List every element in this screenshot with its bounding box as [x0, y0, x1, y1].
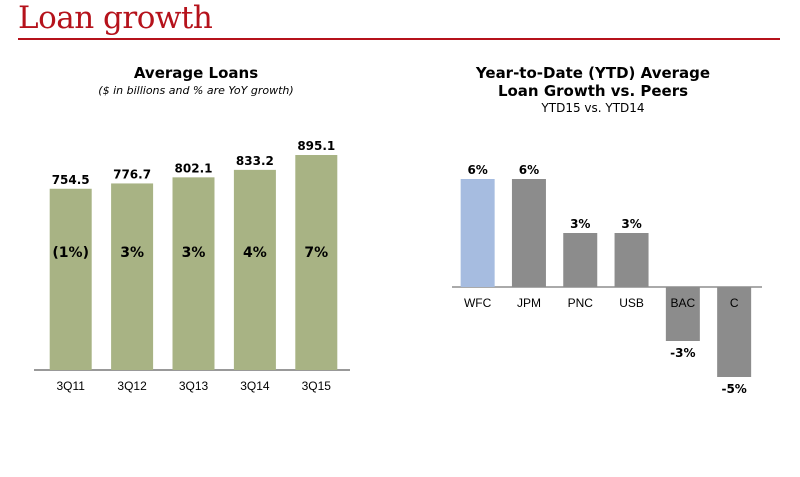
ytd-category-label: PNC [568, 296, 594, 310]
avg-loans-growth-label: 7% [304, 245, 328, 261]
avg-loans-growth-label: 3% [120, 245, 144, 261]
avg-loans-value-label: 754.5 [52, 173, 90, 187]
avg-loans-subtitle: ($ in billions and % are YoY growth) [98, 84, 293, 97]
avg-loans-growth-label: 4% [243, 245, 267, 261]
ytd-chart-title-line-1: Year-to-Date (YTD) Average [475, 64, 710, 82]
ytd-value-label: 6% [467, 163, 487, 177]
ytd-value-label: 3% [570, 217, 590, 231]
avg-loans-title: Average Loans [134, 64, 258, 82]
title-divider [18, 38, 780, 40]
ytd-chart-subtitle: YTD15 vs. YTD14 [540, 101, 644, 115]
avg-loans-bar [295, 155, 338, 370]
ytd-category-label: USB [619, 296, 644, 310]
avg-loans-category-label: 3Q14 [240, 379, 270, 393]
avg-loans-value-label: 802.1 [175, 161, 213, 175]
ytd-bar [460, 179, 495, 287]
ytd-bar [717, 287, 752, 377]
ytd-category-label: BAC [671, 296, 696, 310]
ytd-bar [511, 179, 546, 287]
avg-loans-value-label: 776.7 [113, 167, 151, 181]
ytd-value-label: -3% [670, 346, 695, 360]
avg-loans-bar [111, 183, 154, 370]
avg-loans-value-label: 833.2 [236, 154, 274, 168]
ytd-value-label: 3% [621, 217, 641, 231]
avg-loans-bar [49, 188, 92, 370]
ytd-bar [665, 287, 700, 341]
ytd-chart-title-line-2: Loan Growth vs. Peers [498, 82, 688, 100]
avg-loans-value-label: 895.1 [297, 139, 335, 153]
ytd-value-label: -5% [721, 382, 746, 396]
avg-loans-bar [233, 169, 276, 370]
ytd-category-label: JPM [517, 296, 541, 310]
ytd-peer-growth-chart: 6% WFC 6% JPM 3% PNC 3% USB -3% BAC -5% C [452, 163, 762, 396]
ytd-value-label: 6% [519, 163, 539, 177]
page-title: Loan growth [18, 0, 213, 36]
avg-loans-category-label: 3Q12 [117, 379, 147, 393]
ytd-category-label: C [730, 296, 739, 310]
ytd-category-label: WFC [464, 296, 492, 310]
avg-loans-growth-label: (1%) [52, 245, 89, 261]
avg-loans-bar [172, 177, 215, 370]
avg-loans-category-label: 3Q15 [302, 379, 332, 393]
avg-loans-growth-label: 3% [182, 245, 206, 261]
ytd-bar [614, 233, 649, 287]
ytd-bar [563, 233, 598, 287]
avg-loans-chart: 754.5 (1%) 3Q11 776.7 3% 3Q12 802.1 3% 3Q13 833.2… [34, 139, 350, 393]
avg-loans-category-label: 3Q13 [179, 379, 209, 393]
avg-loans-category-label: 3Q11 [56, 379, 85, 393]
